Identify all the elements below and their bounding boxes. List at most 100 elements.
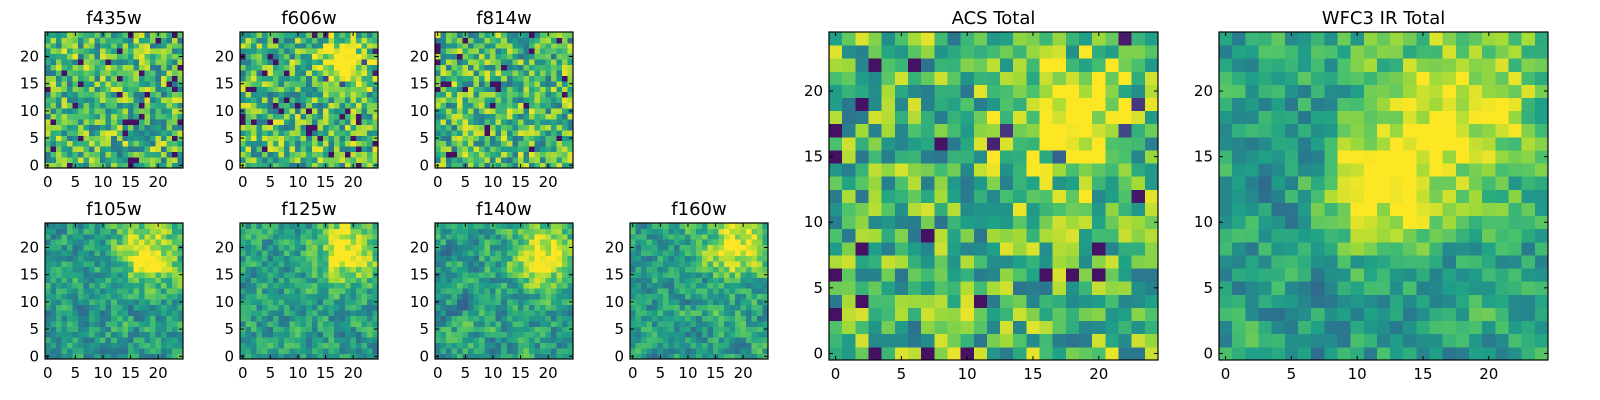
heatmap-cell <box>306 75 313 82</box>
heatmap-cell <box>144 304 151 311</box>
heatmap-cell <box>105 70 112 76</box>
heatmap-cell <box>72 151 79 158</box>
heatmap-cell <box>160 353 167 360</box>
heatmap-cell <box>457 102 463 109</box>
heatmap-cell <box>440 244 447 251</box>
heatmap-cell <box>539 124 546 131</box>
heatmap-cell <box>495 64 502 71</box>
heatmap-cell <box>723 304 730 311</box>
heatmap-cell <box>646 320 653 327</box>
heatmap-cell <box>490 299 497 305</box>
heatmap-cell <box>468 326 475 333</box>
heatmap-cell <box>344 135 351 142</box>
axes-frame-f435w <box>44 31 184 169</box>
heatmap-cell <box>56 266 62 273</box>
heatmap-cell <box>267 59 274 66</box>
heatmap-cell <box>550 140 557 147</box>
heatmap-cell <box>251 75 257 82</box>
heatmap-cell <box>149 124 156 131</box>
heatmap-cell <box>111 250 118 257</box>
heatmap-cell <box>501 157 508 163</box>
heatmap-cell <box>556 326 563 333</box>
heatmap-cell <box>501 91 508 98</box>
heatmap-cell <box>435 86 441 93</box>
heatmap-cell <box>556 146 563 153</box>
heatmap-cell <box>355 271 362 278</box>
heatmap-cell <box>567 102 574 109</box>
heatmap-cell <box>94 310 101 316</box>
heatmap-cell <box>289 140 296 147</box>
heatmap-cell <box>284 239 291 246</box>
heatmap-cell <box>501 233 508 240</box>
heatmap-cell <box>100 228 107 235</box>
heatmap-cell <box>451 348 458 354</box>
heatmap-cell <box>528 282 535 289</box>
heatmap-cell <box>127 124 134 131</box>
heatmap-cell <box>462 288 469 295</box>
heatmap-cell <box>986 202 1001 217</box>
heatmap-cell <box>78 337 85 344</box>
heatmap-cell <box>729 293 736 300</box>
heatmap-cell <box>144 53 151 60</box>
heatmap-cell <box>734 299 741 305</box>
heatmap-cell <box>322 282 329 289</box>
heatmap-cell <box>160 151 167 158</box>
heatmap-cell <box>646 277 653 284</box>
heatmap-cell <box>251 244 257 251</box>
heatmap-cell <box>829 281 843 295</box>
heatmap-cell <box>366 97 373 104</box>
heatmap-cell <box>440 124 447 131</box>
heatmap-cell <box>171 261 178 267</box>
heatmap-cell <box>1105 268 1119 282</box>
heatmap-cell <box>133 124 140 131</box>
heatmap-cell <box>100 91 107 98</box>
heatmap-cell <box>366 326 373 333</box>
heatmap-cell <box>245 32 252 38</box>
heatmap-cell <box>133 151 140 158</box>
heatmap-cell <box>534 320 541 327</box>
heatmap-cell <box>350 271 357 278</box>
heatmap-cell <box>328 353 335 360</box>
heatmap-cell <box>446 37 452 44</box>
heatmap-cell <box>523 32 530 38</box>
heatmap-cell <box>986 255 1001 269</box>
heatmap-cell <box>740 244 747 251</box>
heatmap-cell <box>545 331 552 338</box>
heatmap-cell <box>696 266 703 273</box>
heatmap-cell <box>284 277 291 284</box>
heatmap-cell <box>729 331 736 338</box>
heatmap-cell <box>300 151 307 158</box>
heatmap-cell <box>339 310 346 316</box>
x-tick-label: 20 <box>344 364 363 382</box>
heatmap-cell <box>67 299 73 305</box>
heatmap-cell <box>317 124 324 131</box>
heatmap-cell <box>83 239 90 246</box>
heatmap-cell <box>45 157 51 163</box>
heatmap-cell <box>127 261 134 267</box>
heatmap-cell <box>740 315 747 322</box>
heatmap-cell <box>83 75 90 82</box>
heatmap-cell <box>440 113 447 120</box>
heatmap-cell <box>479 129 486 136</box>
heatmap-cell <box>1144 202 1159 217</box>
heatmap-cell <box>94 80 101 87</box>
heatmap-cell <box>149 113 156 120</box>
heatmap-cell <box>289 42 296 49</box>
heatmap-cell <box>484 146 491 153</box>
heatmap-cell <box>295 59 302 66</box>
heatmap-cell <box>855 307 869 322</box>
heatmap-cell <box>361 108 368 114</box>
heatmap-cell <box>723 342 730 349</box>
heatmap-cell <box>105 310 112 316</box>
heatmap-cell <box>89 255 96 262</box>
x-tick-label: 5 <box>461 364 471 382</box>
heatmap-cell <box>155 244 162 251</box>
heatmap-cell <box>567 140 574 147</box>
heatmap-cell <box>144 162 151 169</box>
heatmap-cell <box>333 271 340 278</box>
heatmap-cell <box>116 108 123 114</box>
heatmap-cell <box>273 119 280 125</box>
heatmap-cell <box>284 342 291 349</box>
heatmap-cell <box>89 288 96 295</box>
heatmap-cell <box>155 315 162 322</box>
